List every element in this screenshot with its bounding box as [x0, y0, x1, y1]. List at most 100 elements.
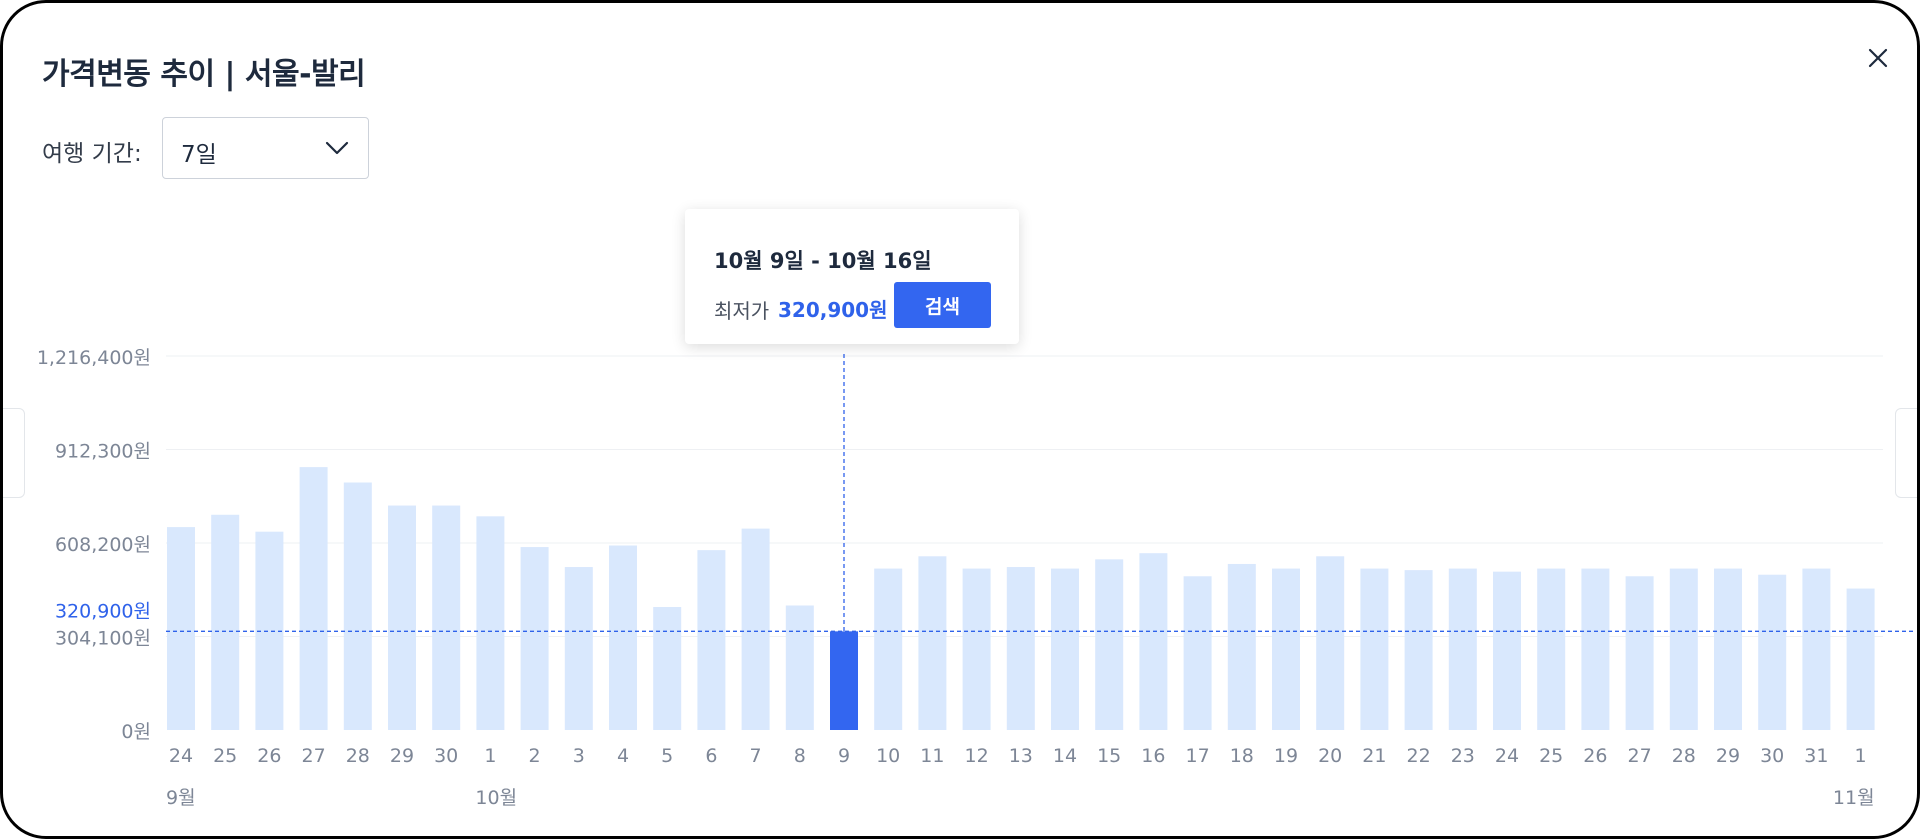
x-tick-label: 29 — [390, 745, 414, 767]
x-tick-label: 7 — [750, 745, 762, 767]
bar-selected — [830, 631, 858, 730]
x-tick-label: 29 — [1716, 745, 1740, 767]
chart-scroll-right-button[interactable] — [1895, 408, 1917, 498]
x-tick-label: 25 — [213, 745, 237, 767]
bar — [741, 528, 770, 730]
bar — [1846, 588, 1875, 730]
bar — [1802, 568, 1831, 730]
x-tick-label: 3 — [573, 745, 585, 767]
x-tick-label: 12 — [965, 745, 989, 767]
bar — [299, 467, 328, 730]
x-tick-label: 13 — [1009, 745, 1033, 767]
y-tick-label: 912,300원 — [55, 441, 151, 463]
bar — [564, 567, 593, 730]
bar — [697, 550, 726, 730]
price-tooltip: 10월 9일 - 10월 16일 최저가 320,900원 검색 — [685, 209, 1019, 344]
bar — [653, 607, 682, 730]
x-tick-label: 4 — [617, 745, 629, 767]
x-tick-label: 16 — [1141, 745, 1165, 767]
bar — [1448, 568, 1477, 730]
bar — [874, 568, 903, 730]
bar — [1404, 570, 1433, 730]
x-tick-label: 20 — [1318, 745, 1342, 767]
x-tick-label: 5 — [661, 745, 673, 767]
x-tick-label: 19 — [1274, 745, 1298, 767]
x-tick-label: 30 — [434, 745, 458, 767]
y-tick-label: 608,200원 — [55, 534, 151, 556]
bar — [1360, 568, 1389, 730]
bar — [785, 605, 814, 730]
y-tick-label: 0원 — [121, 721, 151, 743]
x-tick-label: 27 — [1628, 745, 1652, 767]
bar — [609, 545, 637, 730]
period-select-value: 7일 — [181, 142, 217, 168]
search-button[interactable]: 검색 — [894, 282, 991, 328]
x-tick-label: 28 — [346, 745, 370, 767]
y-tick-label: 304,100원 — [55, 628, 151, 650]
x-tick-label: 10 — [876, 745, 900, 767]
bar — [1493, 571, 1521, 730]
x-tick-label: 14 — [1053, 745, 1077, 767]
price-bar-chart: 0원 304,100원 608,200원 912,300원 1,216,400원 320,… — [37, 347, 1915, 809]
bar — [1581, 568, 1610, 730]
highlight-value-label: 320,900원 — [55, 600, 151, 622]
tooltip-lowest-label: 최저가 — [714, 299, 770, 323]
bar — [1316, 556, 1345, 730]
chevron-down-icon — [325, 141, 349, 155]
bar — [520, 547, 549, 730]
x-tick-label: 22 — [1407, 745, 1431, 767]
y-tick-label: 1,216,400원 — [37, 347, 151, 369]
bar — [1758, 574, 1787, 730]
bar — [1006, 567, 1035, 730]
bar — [167, 527, 195, 730]
close-icon[interactable] — [1863, 43, 1893, 73]
bar — [1714, 568, 1742, 730]
x-tick-label: 15 — [1097, 745, 1121, 767]
bar — [1227, 563, 1256, 730]
bar — [343, 482, 372, 730]
x-tick-label: 11 — [920, 745, 944, 767]
x-tick-label: 26 — [257, 745, 281, 767]
bar — [918, 556, 947, 730]
month-label: 10월 — [475, 787, 517, 809]
bar — [1272, 568, 1300, 730]
month-label: 9월 — [166, 787, 196, 809]
bar — [476, 516, 505, 730]
x-tick-label: 8 — [794, 745, 806, 767]
period-select[interactable]: 7일 — [162, 117, 369, 179]
bar — [1095, 559, 1124, 730]
x-tick-label: 23 — [1451, 745, 1475, 767]
bar — [1051, 568, 1079, 730]
bar — [432, 505, 461, 730]
month-label: 11월 — [1833, 787, 1875, 809]
x-tick-label: 26 — [1583, 745, 1607, 767]
bar — [1625, 576, 1654, 730]
x-tick-label: 9 — [838, 745, 850, 767]
bar — [1537, 568, 1566, 730]
page-title: 가격변동 추이 | 서울-발리 — [42, 57, 366, 92]
bar — [211, 514, 240, 730]
x-tick-label: 30 — [1760, 745, 1784, 767]
x-tick-label: 24 — [1495, 745, 1519, 767]
x-tick-label: 24 — [169, 745, 193, 767]
tooltip-date-range: 10월 9일 - 10월 16일 — [714, 249, 932, 273]
bar — [1139, 553, 1168, 730]
tooltip-lowest-price: 320,900원 — [778, 298, 888, 322]
bar — [962, 568, 991, 730]
x-tick-label: 6 — [705, 745, 717, 767]
bar — [388, 505, 416, 730]
x-tick-label: 1 — [484, 745, 496, 767]
x-tick-label: 1 — [1855, 745, 1867, 767]
x-tick-label: 28 — [1672, 745, 1696, 767]
x-tick-label: 31 — [1804, 745, 1828, 767]
bar — [1183, 576, 1212, 730]
bar — [1669, 568, 1698, 730]
x-tick-label: 17 — [1186, 745, 1210, 767]
x-tick-label: 21 — [1362, 745, 1386, 767]
period-label: 여행 기간: — [42, 141, 142, 167]
x-tick-label: 25 — [1539, 745, 1563, 767]
x-tick-label: 27 — [302, 745, 326, 767]
x-tick-label: 18 — [1230, 745, 1254, 767]
chart-scroll-left-button[interactable] — [3, 408, 25, 498]
